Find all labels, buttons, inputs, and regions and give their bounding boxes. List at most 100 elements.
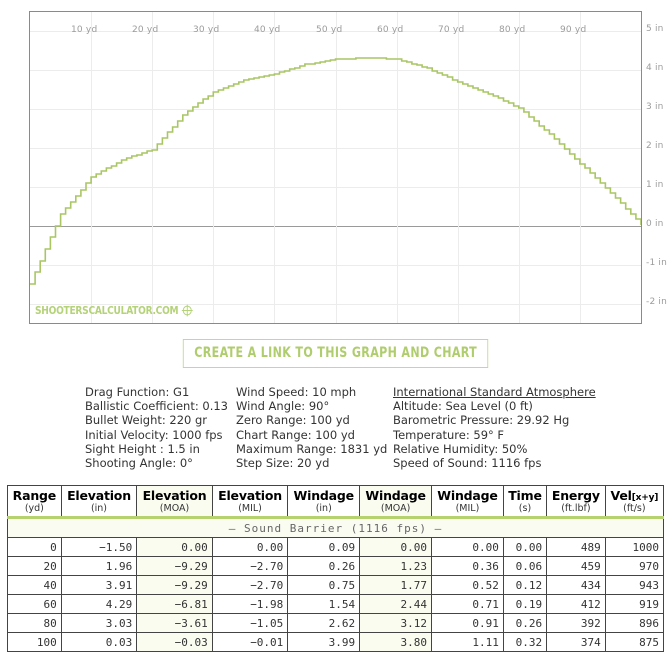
x-axis-tick-label: 40 yd [254,25,281,35]
crosshair-icon [181,304,193,317]
table-column-header: Windage [359,485,433,504]
table-cell: 4.29 [60,594,138,615]
param-line: Wind Speed: 10 mph [236,385,357,399]
table-cell: 0.06 [502,556,548,577]
table-cell: 459 [546,556,606,577]
y-axis-tick-label: 4 in [646,63,664,73]
table-cell: 919 [604,594,665,615]
table-column-unit: (yd) [7,503,62,520]
gridline-vertical [519,12,520,323]
param-line: Shooting Angle: 0° [85,456,193,471]
ballistics-table: Range Elevation Elevation Elevation Windage W… [7,485,665,652]
gridline-vertical [274,12,275,323]
param-line: Relative Humidity: 50% [393,441,528,456]
table-cell: 0.75 [287,575,361,596]
table-cell: 412 [546,594,606,615]
param-line: Maximum Range: 1831 yd [236,441,388,456]
link-button-row: CREATE A LINK TO THIS GRAPH AND CHART [0,339,671,368]
chart-plot-area: 10 yd 20 yd 30 yd 40 yd 50 yd 60 yd 70 yd 80 yd… [29,11,642,324]
table-cell: 2.62 [287,613,361,634]
table-column-header: Time [502,485,548,504]
table-row: 100 0.03 −0.03 −0.01 3.99 3.80 1.11 0.32 374 875 [7,632,665,652]
table-cell: 0.32 [502,632,548,652]
table-column-header: Windage [431,485,504,504]
table-cell: 875 [604,632,665,652]
table-cell: −0.03 [136,632,213,652]
trajectory-polyline [30,57,641,285]
table-cell: −9.29 [136,556,213,577]
table-cell: 1.96 [60,556,138,577]
x-axis-tick-label: 10 yd [71,25,98,35]
table-cell: 392 [546,613,606,634]
table-cell: 374 [546,632,606,652]
trajectory-line [30,57,641,285]
gridline-vertical [458,12,459,323]
table-column-header: Energy [546,485,606,504]
table-cell: 0.71 [431,594,504,615]
table-column-unit: (ft/s) [604,503,665,520]
table-column-header: Windage [287,485,361,504]
table-row: 60 4.29 −6.81 −1.98 1.54 2.44 0.71 0.19 412 919 [7,594,665,615]
gridline-vertical [91,12,92,323]
table-cell: 434 [546,575,606,596]
y-axis-tick-label: -2 in [646,297,668,307]
table-cell: 3.80 [359,632,433,652]
table-cell: 896 [604,613,665,634]
table-cell: −2.70 [211,556,289,577]
table-cell: 100 [7,632,62,652]
table-cell: −1.05 [211,613,289,634]
y-axis-tick-label: 0 in [646,219,664,229]
table-column-unit: (in) [287,503,361,520]
table-cell: 1.54 [287,594,361,615]
gridline-horizontal [30,70,641,71]
table-cell: 80 [7,613,62,634]
table-cell: −2.70 [211,575,289,596]
table-cell: 970 [604,556,665,577]
table-cell: 0.26 [502,613,548,634]
param-line: Drag Function: G1 [85,385,190,399]
x-axis-tick-label: 50 yd [316,25,343,35]
table-cell: 1.77 [359,575,433,596]
table-column-header: Vel[x+y] [604,485,665,504]
table-column-unit: (MOA) [359,503,433,520]
x-axis-tick-label: 90 yd [560,25,587,35]
param-line: Wind Angle: 90° [236,399,330,414]
param-line: Speed of Sound: 1116 fps [393,456,542,471]
gridline-vertical [580,12,581,323]
create-link-button[interactable]: CREATE A LINK TO THIS GRAPH AND CHART [182,339,489,368]
table-column-header: Elevation [60,485,138,504]
param-line: Altitude: Sea Level (0 ft) [393,399,533,414]
table-cell: 0.03 [60,632,138,652]
table-cell: 60 [7,594,62,615]
gridline-horizontal [30,31,641,32]
gridline-horizontal [30,109,641,110]
params-column-conditions: Wind Speed: 10 mph Wind Angle: 90° Zero Ra… [236,385,393,470]
table-cell: 0.19 [502,594,548,615]
table-column-header: Range [7,485,62,504]
x-axis-tick-label: 80 yd [499,25,526,35]
table-row: 80 3.03 −3.61 −1.05 2.62 3.12 0.91 0.26 392 896 [7,613,665,634]
gridline-vertical [336,12,337,323]
gridline-horizontal [30,304,641,305]
table-row: 20 1.96 −9.29 −2.70 0.26 1.23 0.36 0.06 459 970 [7,556,665,577]
table-cell: 40 [7,575,62,596]
table-cell: 3.12 [359,613,433,634]
param-line: Ballistic Coefficient: 0.13 [85,399,228,414]
table-cell: 2.44 [359,594,433,615]
table-cell: −6.81 [136,594,213,615]
y-axis-tick-label: 5 in [646,24,664,34]
table-column-unit: (in) [60,503,138,520]
gridline-vertical [152,12,153,323]
sound-barrier-marker: – Sound Barrier (1116 fps) – [7,517,664,539]
gridline-horizontal [30,148,641,149]
table-cell: −9.29 [136,575,213,596]
table-cell: 3.99 [287,632,361,652]
gridline-vertical [213,12,214,323]
table-cell: 1.23 [359,556,433,577]
table-cell: 0.00 [211,537,289,558]
gridline-horizontal [30,226,641,227]
x-axis-tick-label: 20 yd [132,25,159,35]
table-cell: 1000 [604,537,665,558]
table-row: 0 −1.50 0.00 0.00 0.09 0.00 0.00 0.00 489 1000 [7,537,665,558]
table-cell: 489 [546,537,606,558]
